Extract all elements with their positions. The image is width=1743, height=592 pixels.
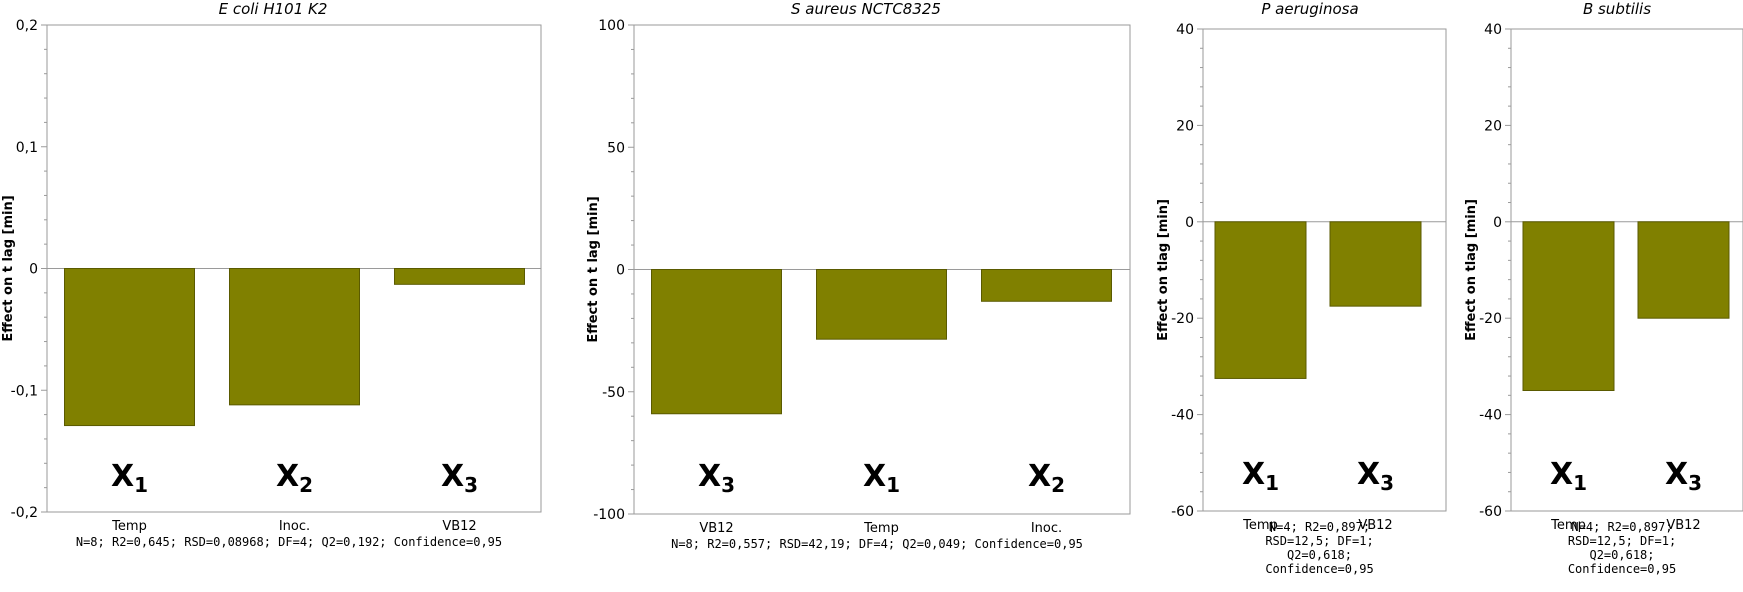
model-stats: Q2=0,618; [1589,548,1654,562]
factor-label: X1 [1242,457,1279,495]
bar-inoc [229,268,360,406]
factor-label: X1 [111,459,148,497]
x-tick-label: Temp [1550,518,1586,533]
bar-vb12 [1329,221,1422,307]
chart-panel-4: B subtilis Effect on tlag [min] -60 -40 -20 0… [1464,0,1743,576]
y-axis-label: Effect on tlag [min] [1464,199,1479,341]
y-tick-label: 100 [598,18,625,34]
y-tick-label: 50 [607,140,625,156]
model-stats: N=8; R2=0,645; RSD=0,08968; DF=4; Q2=0,1… [76,535,502,549]
x-tick-label: VB12 [1358,518,1392,533]
bar-inoc [981,269,1112,302]
x-tick-label: VB12 [699,521,733,536]
y-tick-label: -60 [1479,504,1502,520]
bar-temp [1214,221,1307,379]
bar-vb12 [651,269,782,415]
model-stats: Confidence=0,95 [1568,562,1676,576]
bar-vb12 [394,268,525,285]
bar-temp [816,269,947,340]
y-tick-label: -50 [602,385,625,401]
model-stats: RSD=12,5; DF=1; [1265,534,1373,548]
x-tick-label: Temp [1242,518,1278,533]
model-stats: RSD=12,5; DF=1; [1568,534,1676,548]
y-tick-label: 0,2 [16,18,38,34]
x-tick-label: VB12 [1666,518,1700,533]
bar-temp [64,268,195,427]
factor-label: X3 [441,459,478,497]
y-tick-label: 0 [29,262,38,278]
chart-title: E coli H101 K2 [219,0,328,18]
y-tick-label: 40 [1176,22,1194,38]
y-tick-label: -0,1 [11,383,38,399]
factor-label: X1 [863,459,900,497]
x-tick-label: Inoc. [279,519,310,534]
factor-label: X3 [1357,457,1394,495]
y-axis-label: Effect on tlag [min] [1156,199,1171,341]
factor-label: X3 [698,459,735,497]
model-stats: N=8; R2=0,557; RSD=42,19; DF=4; Q2=0,049… [671,537,1083,551]
plot-frame [46,24,542,513]
model-stats: N=4; R2=0,897; [1269,520,1370,534]
y-tick-label: 0 [1185,215,1194,231]
y-tick-label: -40 [1479,408,1502,424]
chart-panel-2: S aureus NCTC8325 Effect on t lag [min] -1… [586,0,1131,551]
plot-frame [633,24,1131,515]
factor-label: X2 [1028,459,1065,497]
x-tick-label: Temp [111,519,147,534]
y-tick-label: 0 [1493,215,1502,231]
bar-vb12 [1637,221,1730,319]
y-tick-label: 40 [1484,22,1502,38]
chart-panel-1: E coli H101 K2 Effect on t lag [min] -0,2 -… [1,0,542,549]
y-tick-label: -100 [593,507,625,523]
y-tick-label: -60 [1171,504,1194,520]
x-tick-label: Temp [863,521,899,536]
x-tick-label: Inoc. [1031,521,1062,536]
y-axis-label: Effect on t lag [min] [1,195,16,341]
model-stats: Q2=0,618; [1287,548,1352,562]
y-tick-label: -40 [1171,408,1194,424]
y-tick-label: 20 [1176,118,1194,134]
model-stats: N=4; R2=0,897; [1571,520,1672,534]
y-axis-label: Effect on t lag [min] [586,196,601,342]
x-tick-label: VB12 [442,519,476,534]
factor-label: X3 [1665,457,1702,495]
y-tick-label: 20 [1484,118,1502,134]
model-stats: Confidence=0,95 [1265,562,1373,576]
chart-panel-3: P aeruginosa Effect on tlag [min] -60 -40 -2… [1156,0,1447,576]
y-tick-label: -20 [1479,311,1502,327]
plot-frame [1202,28,1447,512]
y-tick-label: 0 [616,263,625,279]
y-tick-label: -0,2 [11,505,38,521]
y-tick-label: -20 [1171,311,1194,327]
factor-label: X2 [276,459,313,497]
factor-label: X1 [1550,457,1587,495]
chart-title: P aeruginosa [1261,0,1358,18]
bar-temp [1522,221,1615,391]
y-tick-label: 0,1 [16,140,38,156]
chart-title: S aureus NCTC8325 [791,0,941,18]
plot-frame [1510,28,1743,512]
chart-title: B subtilis [1583,0,1651,18]
